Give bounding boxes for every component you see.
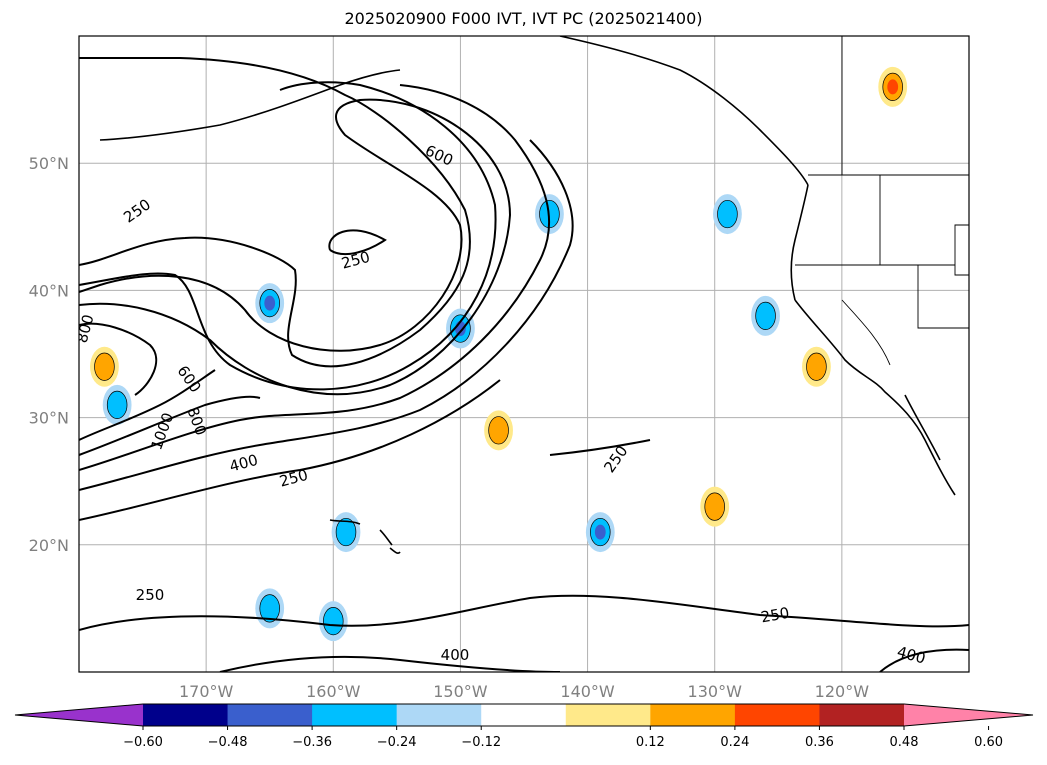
colorbar-extend-min [15, 704, 143, 726]
contour-line-250-equator [79, 594, 969, 631]
colorbar-tick-label: −0.36 [292, 735, 332, 750]
colorbar-segment [396, 704, 482, 726]
contour-line-400-south [219, 655, 561, 672]
anomaly-patch-orange [802, 346, 831, 387]
contour-line-400-b [79, 139, 574, 491]
state-borders [795, 36, 969, 366]
anomaly-patch-cyan [751, 295, 780, 336]
anomaly-patch-red [878, 66, 908, 107]
contour-label: 600 [174, 362, 205, 396]
lon-tick-label: 130°W [688, 682, 743, 701]
contour-line-250-main [79, 57, 471, 368]
colorbar-extend-max [904, 704, 1033, 726]
contour-line-600-a [79, 98, 512, 396]
west-coast-california [794, 299, 956, 496]
contour-label: 800 [73, 313, 98, 345]
contour-line-400-a [79, 81, 497, 391]
lon-tick-label: 120°W [815, 682, 870, 701]
longitude-ticks: 170°W 160°W 150°W 140°W 130°W 120°W [179, 682, 869, 701]
ivt-contours [79, 57, 969, 672]
lat-tick-label: 50°N [29, 154, 69, 173]
anomaly-patch-cyan [318, 601, 348, 642]
anomaly-patch-orange [484, 410, 513, 451]
contour-line-250-inner [328, 229, 387, 256]
colorbar-segment [734, 704, 820, 726]
gridlines [79, 36, 969, 672]
colorbar-tick-label: 0.60 [974, 735, 1003, 750]
contour-label: 400 [228, 451, 260, 476]
coastlines [99, 36, 956, 554]
colorbar-tick-label: 0.24 [720, 735, 749, 750]
lat-tick-label: 40°N [29, 281, 69, 300]
colorbar-segment [481, 704, 567, 726]
anomaly-patches [90, 66, 908, 642]
contour-line-250-mid [549, 439, 651, 456]
lon-tick-label: 170°W [179, 682, 234, 701]
colorbar-segment [312, 704, 398, 726]
contour-line-800-a [79, 322, 158, 396]
contour-label: 250 [136, 586, 165, 604]
colorbar-segment [819, 704, 905, 726]
colorbar-segment [143, 704, 229, 726]
contour-line-800-b [79, 395, 261, 456]
anomaly-patch-cyan [713, 194, 742, 235]
lon-tick-label: 150°W [433, 682, 488, 701]
lon-tick-label: 140°W [560, 682, 615, 701]
hawaii-islands [329, 519, 401, 554]
anomaly-patch-cyan [331, 512, 361, 553]
lat-tick-label: 30°N [29, 409, 69, 428]
contour-label: 600 [422, 141, 456, 169]
map-title: 2025020900 F000 IVT, IVT PC (2025021400) [344, 9, 703, 28]
contour-label: 400 [441, 646, 470, 664]
lon-tick-label: 160°W [306, 682, 361, 701]
colorbar-tick-label: −0.12 [461, 735, 501, 750]
west-coast-north [790, 184, 809, 301]
colorbar-segment [227, 704, 313, 726]
anomaly-patch-orange [90, 346, 119, 387]
colorbar-tick-label: −0.60 [123, 735, 163, 750]
colorbar-tick-label: −0.48 [208, 735, 248, 750]
colorbar-segment [650, 704, 736, 726]
anomaly-patch-blue [255, 283, 285, 324]
map-frame [78, 35, 970, 673]
colorbar-tick-label: 0.12 [636, 735, 665, 750]
lat-tick-label: 20°N [29, 536, 69, 555]
anomaly-patch-cyan [102, 384, 132, 425]
contour-label: 400 [895, 643, 927, 668]
anomaly-patch-cyan [255, 588, 285, 629]
contour-label: 250 [120, 195, 154, 226]
contour-label: 1000 [147, 410, 177, 452]
contour-label: 250 [278, 466, 310, 491]
anomaly-patch-blue [585, 512, 615, 553]
anomaly-patch-orange [700, 486, 730, 527]
colorbar-tick-label: −0.24 [377, 735, 417, 750]
colorbar: −0.60 −0.48 −0.36 −0.24 −0.12 0.12 0.24 0.36 0.4… [14, 703, 1034, 750]
contour-label: 250 [759, 604, 790, 627]
alaska-coast [559, 36, 809, 186]
colorbar-segment [565, 704, 651, 726]
contour-line-250-south [79, 379, 501, 521]
contour-line-1000 [79, 369, 216, 441]
contour-line-400-se [879, 648, 969, 672]
aleutian-islands [99, 69, 401, 141]
contour-label: 250 [340, 248, 372, 273]
latitude-ticks: 20°N 30°N 40°N 50°N [29, 154, 69, 555]
colorbar-tick-label: 0.36 [805, 735, 834, 750]
baja-peninsula [904, 394, 941, 461]
colorbar-tick-label: 0.48 [890, 735, 919, 750]
contour-line-600-b [79, 84, 551, 471]
